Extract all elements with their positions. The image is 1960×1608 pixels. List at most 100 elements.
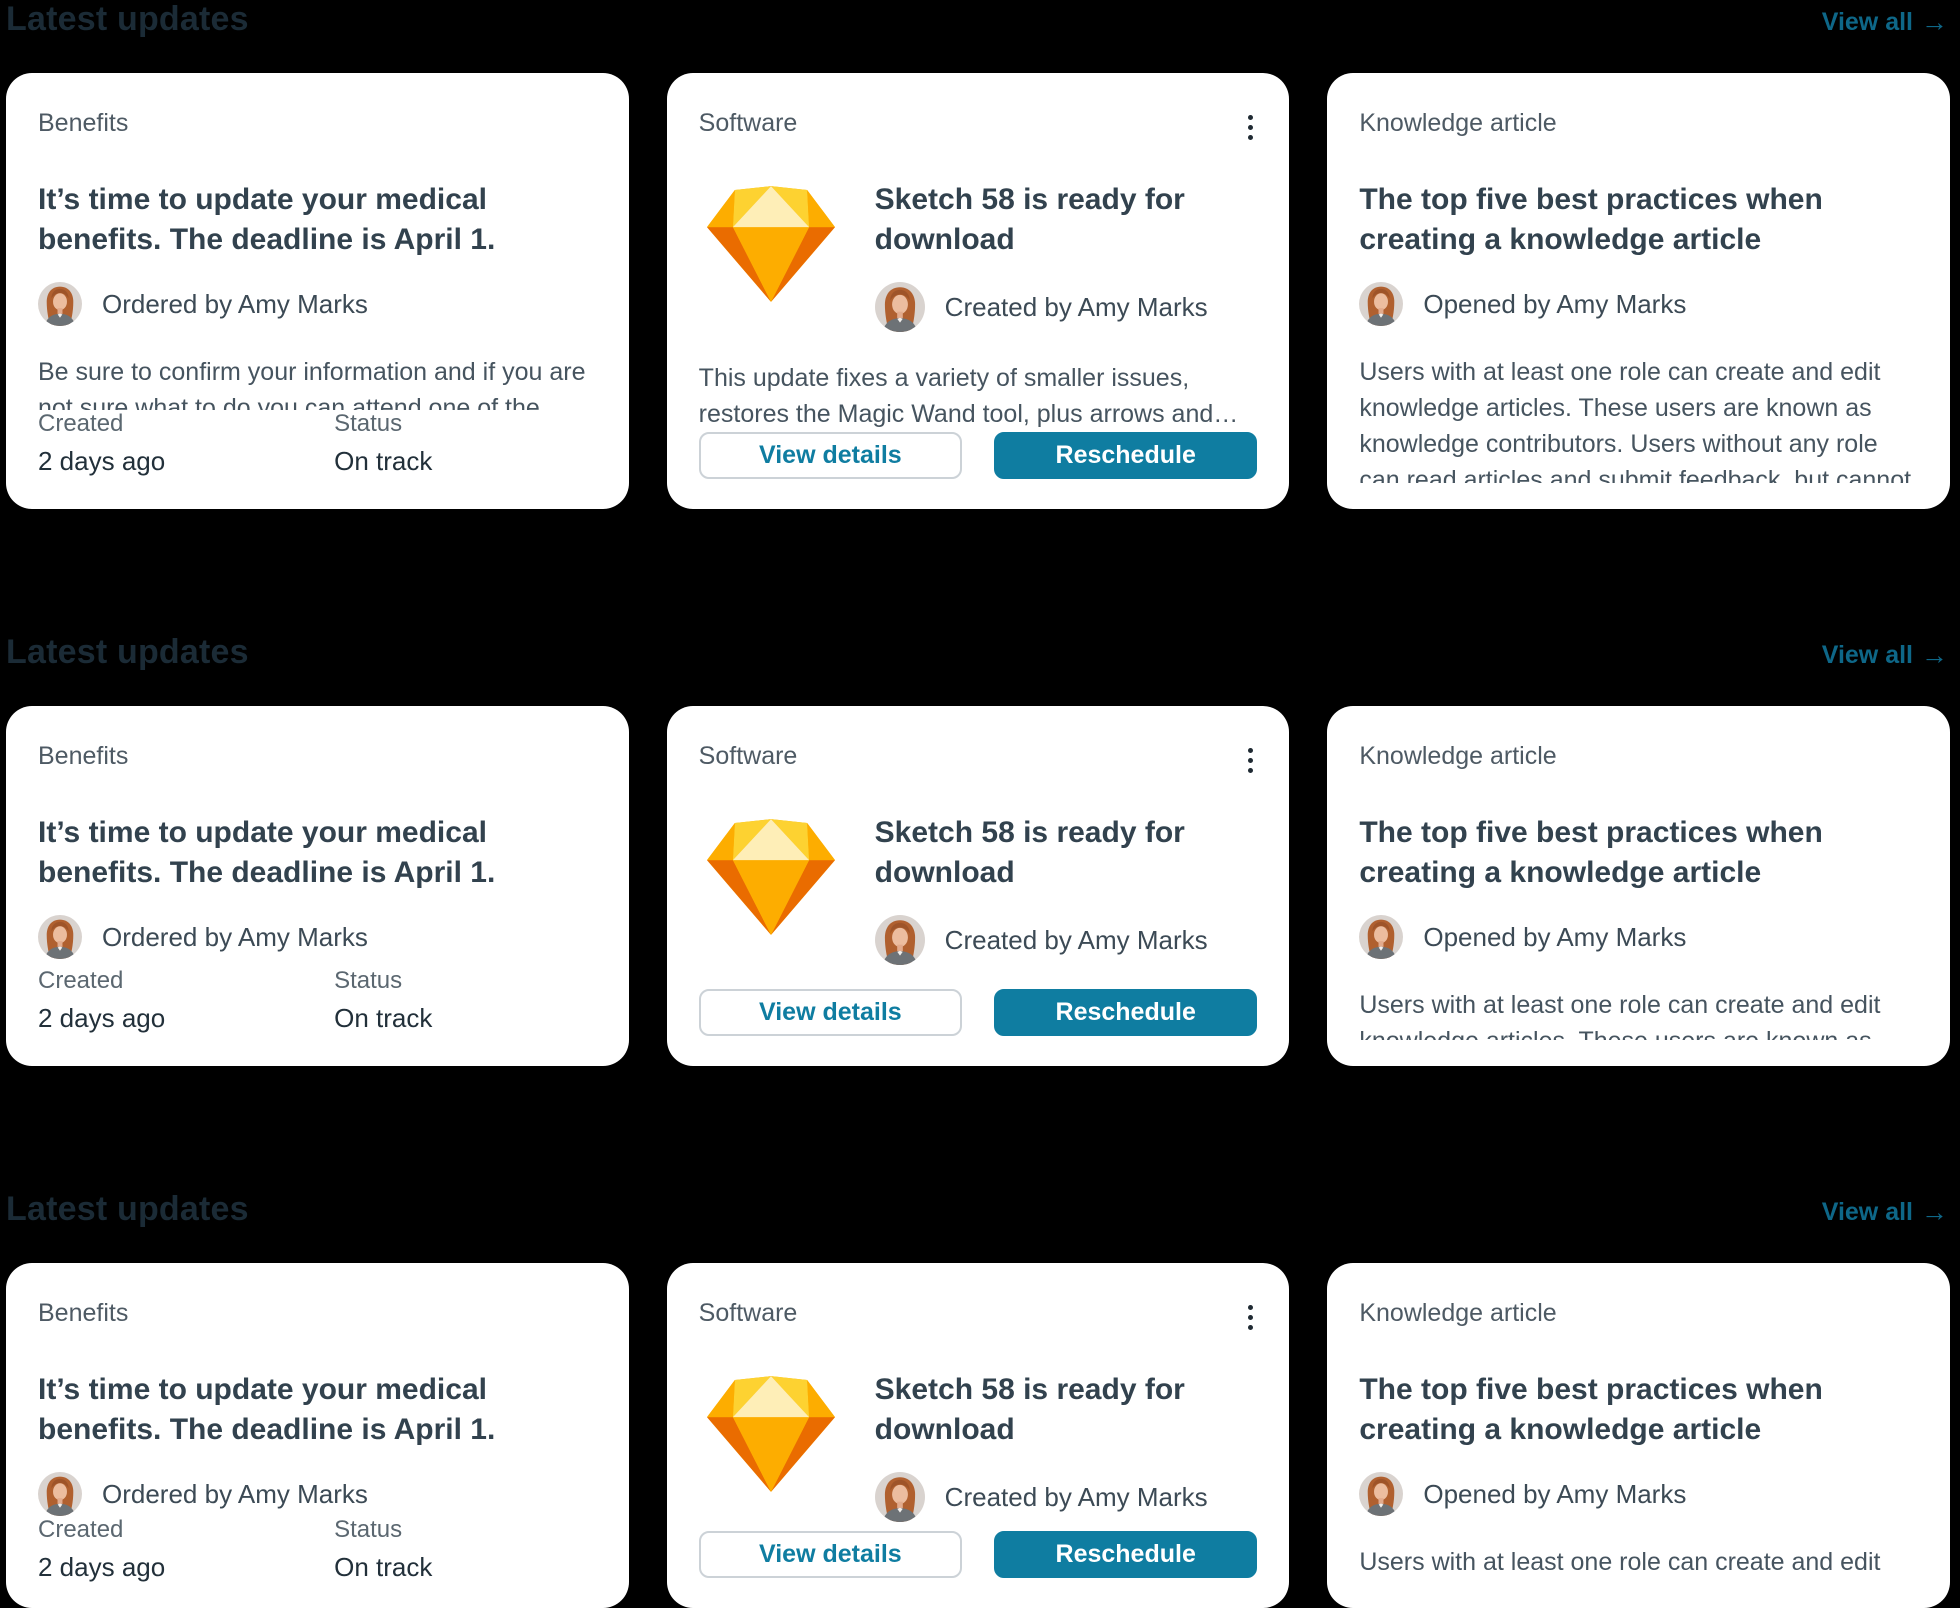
card-body: Users with at least one role can create … (1359, 358, 1912, 483)
view-details-button[interactable]: View details (698, 432, 963, 479)
card-category: Software (698, 742, 798, 770)
cards-row: Benefits It’s time to update your medica… (6, 706, 1951, 1066)
software-card[interactable]: Software Sketch 58 is ready for download… (666, 73, 1290, 509)
byline-text: Created by Amy Marks (944, 924, 1208, 955)
card-title: It’s time to update your medical benefit… (38, 183, 496, 256)
amy-marks-avatar (38, 1472, 82, 1516)
card-category: Software (698, 109, 798, 137)
card-category: Knowledge article (1359, 109, 1557, 137)
status-field: Status On track (334, 410, 597, 477)
byline-text: Ordered by Amy Marks (102, 1478, 368, 1509)
latest-updates-section-1: Latest updates View all → Benefits It’s … (0, 0, 1960, 509)
latest-updates-section-2: Latest updates View all → Benefits It’s … (0, 633, 1960, 1066)
cards-row: Benefits It’s time to update your medica… (6, 1263, 1951, 1608)
status-value: On track (334, 1552, 433, 1582)
reschedule-button[interactable]: Reschedule (994, 432, 1258, 479)
arrow-right-icon: → (1921, 640, 1948, 670)
reschedule-button[interactable]: Reschedule (994, 1531, 1258, 1578)
cards-row: Benefits It’s time to update your medica… (6, 73, 1951, 509)
created-label: Created (38, 410, 124, 437)
reschedule-button[interactable]: Reschedule (994, 989, 1258, 1036)
created-value: 2 days ago (38, 1552, 166, 1582)
card-title: Sketch 58 is ready for download (874, 1373, 1185, 1446)
software-card[interactable]: Software Sketch 58 is ready for download… (666, 706, 1290, 1066)
arrow-right-icon: → (1921, 1197, 1948, 1227)
knowledge-article-card[interactable]: Knowledge article The top five best prac… (1327, 706, 1951, 1066)
created-field: Created 2 days ago (38, 410, 334, 477)
amy-marks-avatar (875, 915, 925, 965)
status-field: Status On track (334, 1516, 597, 1583)
card-category: Benefits (38, 742, 129, 770)
section-title: Latest updates (6, 633, 249, 671)
view-all-link[interactable]: View all → (1822, 1197, 1948, 1228)
knowledge-article-card[interactable]: Knowledge article The top five best prac… (1327, 1263, 1951, 1608)
card-title: It’s time to update your medical benefit… (38, 816, 496, 889)
card-body: Users with at least one role can create … (1359, 1548, 1881, 1576)
kebab-menu-icon[interactable] (1244, 1299, 1257, 1336)
byline-text: Ordered by Amy Marks (102, 921, 368, 952)
view-details-button[interactable]: View details (698, 1531, 963, 1578)
section-title: Latest updates (6, 0, 249, 38)
card-category: Software (698, 1299, 798, 1327)
view-details-button[interactable]: View details (698, 989, 963, 1036)
sketch-diamond-icon (707, 186, 835, 302)
card-category: Benefits (38, 109, 129, 137)
created-value: 2 days ago (38, 1003, 166, 1033)
status-label: Status (334, 1516, 403, 1543)
benefits-card[interactable]: Benefits It’s time to update your medica… (6, 706, 629, 1066)
amy-marks-avatar (875, 1472, 925, 1522)
view-all-label: View all (1821, 1198, 1913, 1226)
sketch-diamond-icon (707, 819, 835, 935)
section-header: Latest updates View all → (6, 633, 1948, 672)
section-header: Latest updates View all → (6, 1190, 1948, 1229)
view-all-label: View all (1821, 641, 1913, 669)
byline-text: Opened by Amy Marks (1423, 1478, 1687, 1509)
section-header: Latest updates View all → (6, 0, 1948, 39)
card-title: It’s time to update your medical benefit… (38, 1373, 496, 1446)
created-label: Created (38, 967, 124, 994)
arrow-right-icon: → (1921, 7, 1948, 37)
kebab-menu-icon[interactable] (1244, 742, 1257, 779)
card-title: The top five best practices when creatin… (1359, 183, 1823, 256)
amy-marks-avatar (1359, 282, 1403, 326)
byline-text: Created by Amy Marks (944, 1481, 1208, 1512)
status-value: On track (334, 446, 433, 476)
latest-updates-section-3: Latest updates View all → Benefits It’s … (0, 1190, 1960, 1608)
card-category: Knowledge article (1359, 742, 1557, 770)
amy-marks-avatar (38, 915, 82, 959)
byline-text: Ordered by Amy Marks (102, 288, 368, 319)
sketch-diamond-icon (707, 1376, 835, 1492)
view-all-link[interactable]: View all → (1822, 640, 1948, 671)
byline-text: Opened by Amy Marks (1423, 921, 1687, 952)
benefits-card[interactable]: Benefits It’s time to update your medica… (6, 1263, 629, 1608)
status-label: Status (334, 410, 403, 437)
software-card[interactable]: Software Sketch 58 is ready for download… (666, 1263, 1290, 1608)
card-title: The top five best practices when creatin… (1359, 1373, 1823, 1446)
card-title: Sketch 58 is ready for download (874, 816, 1185, 889)
knowledge-article-card[interactable]: Knowledge article The top five best prac… (1327, 73, 1951, 509)
card-category: Knowledge article (1359, 1299, 1557, 1327)
card-body: Users with at least one role can create … (1359, 991, 1881, 1040)
amy-marks-avatar (875, 282, 925, 332)
card-title: Sketch 58 is ready for download (874, 183, 1185, 256)
status-field: Status On track (334, 967, 597, 1034)
byline-text: Created by Amy Marks (944, 291, 1208, 322)
card-title: The top five best practices when creatin… (1359, 816, 1823, 889)
kebab-menu-icon[interactable] (1244, 109, 1257, 146)
amy-marks-avatar (1359, 1472, 1403, 1516)
created-field: Created 2 days ago (38, 1516, 334, 1583)
created-value: 2 days ago (38, 446, 166, 476)
card-body: Be sure to confirm your information and … (38, 358, 586, 410)
card-body: This update fixes a variety of smaller i… (698, 364, 1214, 428)
status-label: Status (334, 967, 403, 994)
created-field: Created 2 days ago (38, 967, 334, 1034)
benefits-card[interactable]: Benefits It’s time to update your medica… (6, 73, 629, 509)
created-label: Created (38, 1516, 124, 1543)
byline-text: Opened by Amy Marks (1423, 288, 1687, 319)
view-all-link[interactable]: View all → (1822, 7, 1948, 38)
amy-marks-avatar (1359, 915, 1403, 959)
status-value: On track (334, 1003, 433, 1033)
view-all-label: View all (1821, 8, 1913, 36)
amy-marks-avatar (38, 282, 82, 326)
section-title: Latest updates (6, 1190, 249, 1228)
